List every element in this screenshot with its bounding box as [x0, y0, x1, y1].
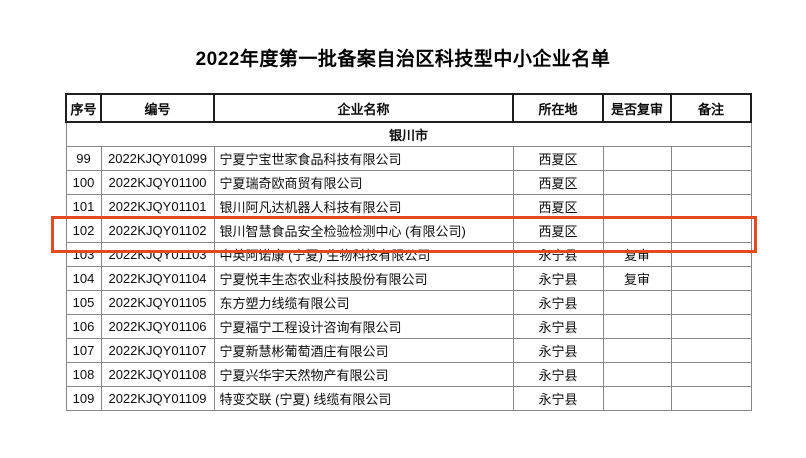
review-status-cell [602, 314, 672, 339]
company-name-cell: 宁夏宁宝世家食品科技有限公司 [213, 146, 514, 171]
review-status-cell [602, 194, 672, 219]
review-status-cell [602, 218, 672, 243]
review-status-cell [602, 338, 672, 363]
serial-number-cell: 101 [65, 194, 102, 219]
table-header-row: 序号 编号 企业名称 所在地 是否复审 备注 [65, 93, 752, 123]
table-body: 银川市 99 2022KJQY01099 宁夏宁宝世家食品科技有限公司 西夏区 100 2… [65, 121, 752, 411]
table-row: 99 2022KJQY01099 宁夏宁宝世家食品科技有限公司 西夏区 [65, 146, 752, 171]
header-code: 编号 [100, 93, 215, 123]
location-cell: 永宁县 [512, 314, 604, 339]
location-cell: 西夏区 [512, 194, 604, 219]
code-cell: 2022KJQY01104 [100, 266, 215, 291]
review-status-cell: 复审 [602, 266, 672, 291]
location-cell: 西夏区 [512, 218, 604, 243]
table-row: 104 2022KJQY01104 宁夏悦丰生态农业科技股份有限公司 永宁县 复审 [65, 266, 752, 291]
table-row: 100 2022KJQY01100 宁夏瑞奇欧商贸有限公司 西夏区 [65, 170, 752, 195]
serial-number-cell: 99 [65, 146, 102, 171]
table-row: 108 2022KJQY01108 宁夏兴华宇天然物产有限公司 永宁县 [65, 362, 752, 387]
serial-number-cell: 107 [65, 338, 102, 363]
location-cell: 永宁县 [512, 266, 604, 291]
remarks-cell [670, 338, 752, 363]
page-title: 2022年度第一批备案自治区科技型中小企业名单 [195, 49, 611, 70]
header-serial-number: 序号 [65, 93, 102, 123]
serial-number-cell: 103 [65, 242, 102, 267]
location-cell: 永宁县 [512, 242, 604, 267]
remarks-cell [670, 290, 752, 315]
remarks-cell [670, 266, 752, 291]
company-name-cell: 宁夏福宁工程设计咨询有限公司 [213, 314, 514, 339]
code-cell: 2022KJQY01105 [100, 290, 215, 315]
remarks-cell [670, 194, 752, 219]
company-name-cell: 中英阿诺康 (宁夏) 生物科技有限公司 [213, 242, 514, 267]
header-location: 所在地 [512, 93, 604, 123]
serial-number-cell: 100 [65, 170, 102, 195]
location-cell: 西夏区 [512, 170, 604, 195]
review-status-cell [602, 146, 672, 171]
company-name-cell: 宁夏瑞奇欧商贸有限公司 [213, 170, 514, 195]
header-remarks: 备注 [670, 93, 752, 123]
serial-number-cell: 104 [65, 266, 102, 291]
table-row: 105 2022KJQY01105 东方塑力线缆有限公司 永宁县 [65, 290, 752, 315]
code-cell: 2022KJQY01108 [100, 362, 215, 387]
table-row: 101 2022KJQY01101 银川阿凡达机器人科技有限公司 西夏区 [65, 194, 752, 219]
code-cell: 2022KJQY01100 [100, 170, 215, 195]
company-name-cell: 宁夏悦丰生态农业科技股份有限公司 [213, 266, 514, 291]
remarks-cell [670, 362, 752, 387]
company-name-cell: 特变交联 (宁夏) 线缆有限公司 [213, 386, 514, 411]
serial-number-cell: 105 [65, 290, 102, 315]
table-row: 107 2022KJQY01107 宁夏新慧彬葡萄酒庄有限公司 永宁县 [65, 338, 752, 363]
code-cell: 2022KJQY01103 [100, 242, 215, 267]
location-cell: 永宁县 [512, 362, 604, 387]
remarks-cell [670, 242, 752, 267]
review-status-cell [602, 170, 672, 195]
table-row: 109 2022KJQY01109 特变交联 (宁夏) 线缆有限公司 永宁县 [65, 386, 752, 411]
company-name-cell: 宁夏兴华宇天然物产有限公司 [213, 362, 514, 387]
review-status-cell: 复审 [602, 242, 672, 267]
location-cell: 永宁县 [512, 290, 604, 315]
section-label: 银川市 [65, 121, 752, 147]
code-cell: 2022KJQY01099 [100, 146, 215, 171]
section-row-yinchuan: 银川市 [65, 121, 752, 147]
serial-number-cell: 106 [65, 314, 102, 339]
table-row: 102 2022KJQY01102 银川智慧食品安全检验检测中心 (有限公司) 西夏区 [65, 218, 752, 243]
header-company-name: 企业名称 [213, 93, 514, 123]
location-cell: 永宁县 [512, 338, 604, 363]
remarks-cell [670, 386, 752, 411]
company-name-cell: 银川智慧食品安全检验检测中心 (有限公司) [213, 218, 514, 243]
remarks-cell [670, 146, 752, 171]
review-status-cell [602, 386, 672, 411]
serial-number-cell: 109 [65, 386, 102, 411]
remarks-cell [670, 170, 752, 195]
code-cell: 2022KJQY01102 [100, 218, 215, 243]
company-name-cell: 宁夏新慧彬葡萄酒庄有限公司 [213, 338, 514, 363]
code-cell: 2022KJQY01106 [100, 314, 215, 339]
table-row: 103 2022KJQY01103 中英阿诺康 (宁夏) 生物科技有限公司 永宁县 复审 [65, 242, 752, 267]
location-cell: 永宁县 [512, 386, 604, 411]
review-status-cell [602, 290, 672, 315]
code-cell: 2022KJQY01107 [100, 338, 215, 363]
company-name-cell: 银川阿凡达机器人科技有限公司 [213, 194, 514, 219]
header-review-status: 是否复审 [602, 93, 672, 123]
code-cell: 2022KJQY01109 [100, 386, 215, 411]
table-row: 106 2022KJQY01106 宁夏福宁工程设计咨询有限公司 永宁县 [65, 314, 752, 339]
remarks-cell [670, 218, 752, 243]
serial-number-cell: 102 [65, 218, 102, 243]
company-name-cell: 东方塑力线缆有限公司 [213, 290, 514, 315]
review-status-cell [602, 362, 672, 387]
code-cell: 2022KJQY01101 [100, 194, 215, 219]
serial-number-cell: 108 [65, 362, 102, 387]
remarks-cell [670, 314, 752, 339]
company-table: 序号 编号 企业名称 所在地 是否复审 备注 银川市 99 2022KJQY010… [65, 93, 752, 411]
location-cell: 西夏区 [512, 146, 604, 171]
